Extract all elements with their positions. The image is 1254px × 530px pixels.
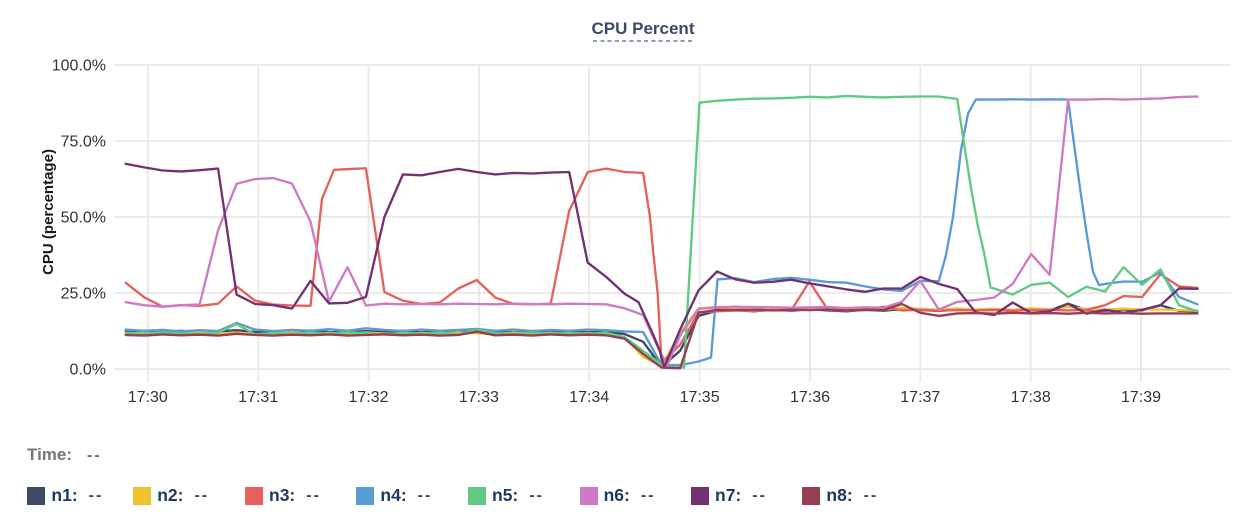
svg-text:17:36: 17:36 <box>790 389 830 406</box>
svg-text:17:34: 17:34 <box>569 389 609 406</box>
svg-text:17:33: 17:33 <box>459 389 499 406</box>
svg-text:50.0%: 50.0% <box>61 210 106 227</box>
svg-text:17:39: 17:39 <box>1121 389 1161 406</box>
svg-text:17:32: 17:32 <box>348 389 388 406</box>
svg-text:25.0%: 25.0% <box>61 286 106 303</box>
svg-text:17:38: 17:38 <box>1011 389 1051 406</box>
svg-text:17:35: 17:35 <box>680 389 720 406</box>
svg-text:75.0%: 75.0% <box>61 133 106 150</box>
svg-text:CPU (percentage): CPU (percentage) <box>40 149 57 275</box>
svg-text:0.0%: 0.0% <box>70 362 106 379</box>
svg-text:17:31: 17:31 <box>238 389 278 406</box>
svg-text:17:30: 17:30 <box>128 389 168 406</box>
svg-text:100.0%: 100.0% <box>52 57 106 74</box>
svg-text:17:37: 17:37 <box>900 389 940 406</box>
